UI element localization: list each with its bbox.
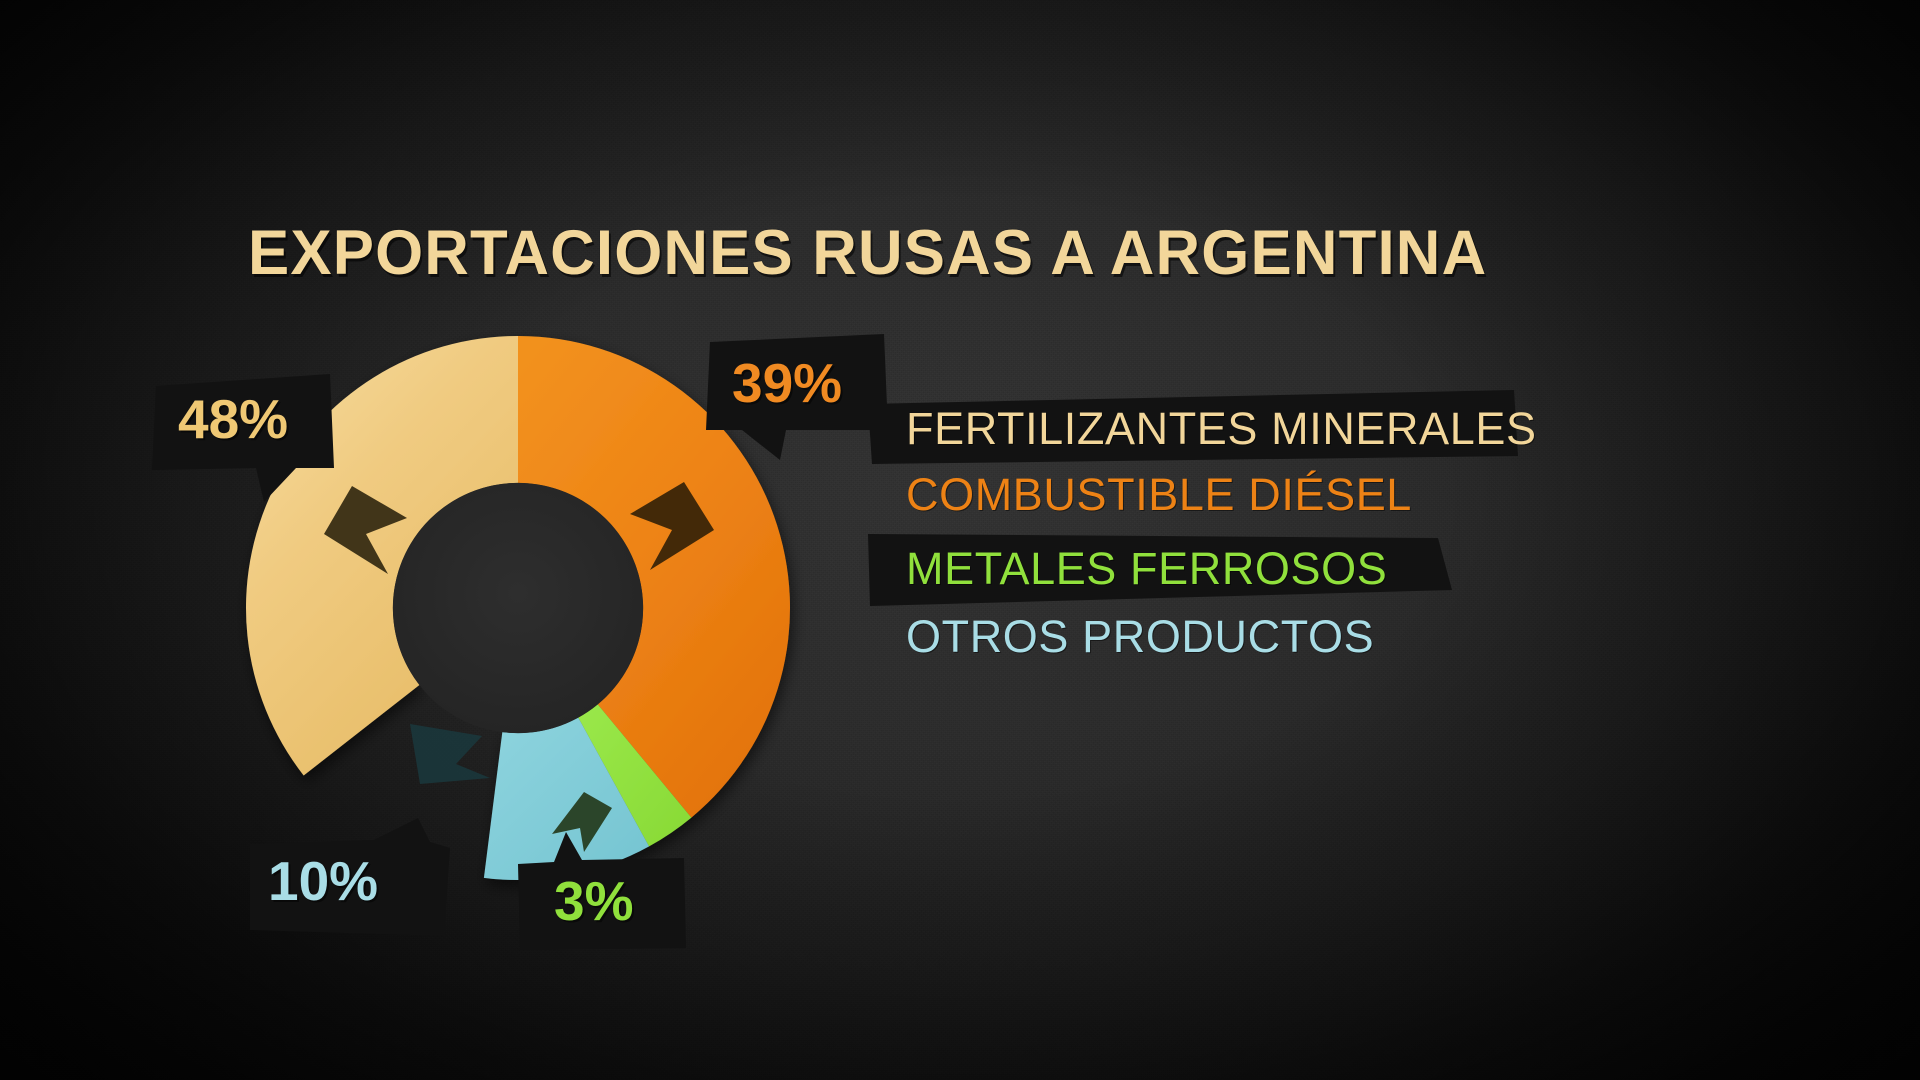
legend: FERTILIZANTES MINERALES COMBUSTIBLE DIÉS… [868,390,1548,710]
callout-48-label: 48% [178,388,289,450]
donut-slice-otros-productos[interactable] [483,717,650,881]
notch-3 [552,792,612,852]
callout-10-shape [250,818,450,936]
callout-3-label: 3% [554,870,634,932]
legend-label-2: COMBUSTIBLE DIÉSEL [906,469,1412,520]
legend-plate-3 [868,534,1452,606]
legend-item-fertilizantes-minerales[interactable]: FERTILIZANTES MINERALES [868,390,1548,464]
donut-center-hole [392,482,644,734]
notch-39 [630,482,714,570]
legend-label-4: OTROS PRODUCTOS [906,611,1375,662]
legend-plate-1 [868,390,1518,464]
callout-3-shape [518,832,686,950]
legend-label-3: METALES FERROSOS [906,543,1388,594]
callout-39-shape [706,334,888,460]
legend-item-otros-productos[interactable]: OTROS PRODUCTOS [868,600,1548,666]
legend-item-metales-ferrosos[interactable]: METALES FERROSOS [868,530,1548,606]
donut-slice-combustible-diesel[interactable] [518,336,791,818]
notch-10 [410,724,490,784]
callout-3[interactable]: 3% [512,830,712,958]
legend-item-combustible-diesel[interactable]: COMBUSTIBLE DIÉSEL [868,460,1548,526]
page-title: EXPORTACIONES RUSAS A ARGENTINA [248,218,1488,288]
callout-10[interactable]: 10% [244,818,460,946]
callout-39[interactable]: 39% [676,330,892,460]
callout-10-label: 10% [268,850,379,912]
notch-48 [324,486,407,574]
donut-slice-metales-ferrosos[interactable] [578,704,692,847]
legend-label-1: FERTILIZANTES MINERALES [906,403,1537,454]
donut-pointer-notches [324,482,714,852]
callout-48-shape [152,374,334,502]
callout-39-label: 39% [732,352,843,414]
callout-48[interactable]: 48% [148,370,378,502]
